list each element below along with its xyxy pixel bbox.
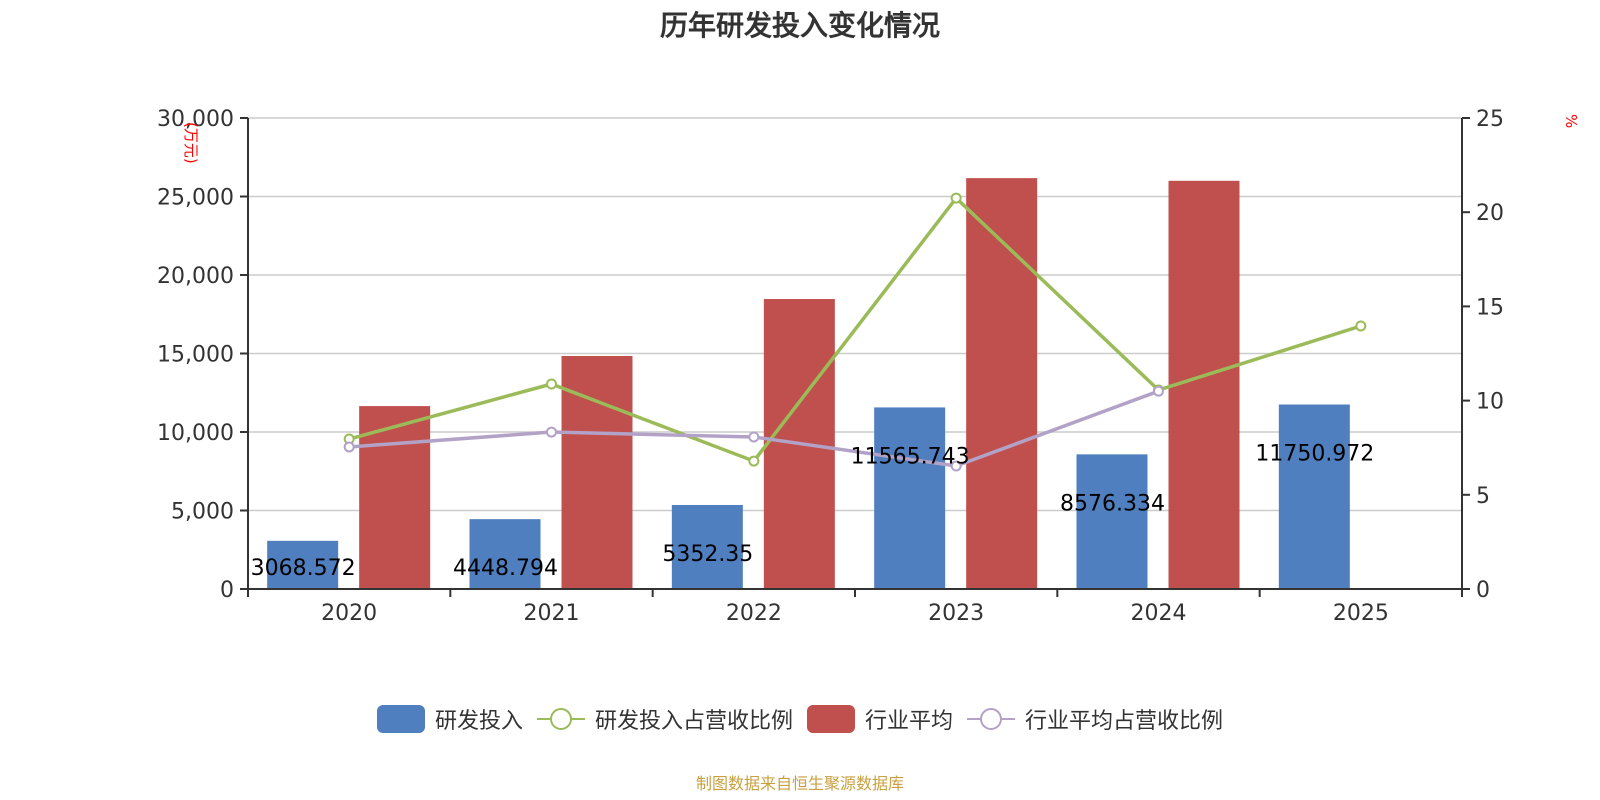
axes: 0 5,000 10,000 15,000 20,000 25,000 30,000 0 5 10… xyxy=(157,107,1504,626)
bar-value-label: 8576.334 xyxy=(1060,491,1165,516)
point-rd-ratio[interactable] xyxy=(546,378,557,390)
point-rd-ratio[interactable] xyxy=(748,455,760,467)
bar-swatch-icon xyxy=(376,705,425,733)
legend-item-rd-investment[interactable]: 研发投入 xyxy=(376,703,523,735)
bar-swatch-icon xyxy=(807,705,855,733)
left-axis-unit: (万元) xyxy=(182,122,200,164)
bar-value-label: 11750.972 xyxy=(1255,442,1374,467)
x-axis-tick-label: 2023 xyxy=(928,601,984,626)
legend-label: 行业平均占营收比例 xyxy=(1025,709,1224,734)
bar-rd-investment[interactable] xyxy=(1278,404,1350,589)
bar-industry-average[interactable] xyxy=(561,356,633,589)
point-industry-ratio[interactable] xyxy=(950,460,962,472)
data-labels: 3068.572 4448.794 5352.35 11565.743 8576.334… xyxy=(251,442,1375,581)
x-axis-tick-label: 2020 xyxy=(321,601,377,626)
x-axis-tick-label: 2025 xyxy=(1333,601,1389,626)
legend: 研发投入 研发投入占营收比例 行业平均 行业平均占营收比例 xyxy=(0,703,1600,735)
right-axis-tick-label: 20 xyxy=(1476,201,1504,226)
right-axis-unit: % xyxy=(1562,114,1580,128)
right-axis-tick-label: 15 xyxy=(1476,295,1504,320)
right-axis-tick-label: 25 xyxy=(1476,107,1504,132)
bar-value-label: 11565.743 xyxy=(851,444,970,469)
right-axis-tick-label: 10 xyxy=(1476,390,1504,415)
x-axis-tick-label: 2024 xyxy=(1131,601,1187,626)
bar-series xyxy=(267,178,1350,590)
left-axis-tick-label: 0 xyxy=(220,578,234,603)
data-source-note: 制图数据来自恒生聚源数据库 xyxy=(695,774,904,793)
left-axis-tick-label: 25,000 xyxy=(157,186,234,211)
bar-rd-investment[interactable] xyxy=(671,504,743,589)
bar-rd-investment[interactable] xyxy=(469,519,541,589)
left-axis-tick-label: 10,000 xyxy=(157,421,234,446)
point-industry-ratio[interactable] xyxy=(343,441,355,453)
legend-label: 研发投入占营收比例 xyxy=(594,709,793,734)
chart-plot-area: 0 5,000 10,000 15,000 20,000 25,000 30,000 0 5 10… xyxy=(157,107,1580,626)
legend-item-industry-ratio[interactable]: 行业平均占营收比例 xyxy=(967,703,1223,735)
left-axis-tick-label: 15,000 xyxy=(157,343,234,368)
bar-rd-investment[interactable] xyxy=(267,540,339,589)
point-industry-ratio[interactable] xyxy=(1153,385,1164,397)
legend-item-industry-average[interactable]: 行业平均 xyxy=(807,703,953,735)
bar-value-label: 4448.794 xyxy=(453,556,558,581)
right-axis-tick-label: 5 xyxy=(1476,484,1490,509)
x-axis-tick-label: 2022 xyxy=(726,601,782,626)
chart-title: 历年研发投入变化情况 xyxy=(659,9,940,42)
legend-label: 研发投入 xyxy=(434,709,523,734)
point-rd-ratio[interactable] xyxy=(950,192,962,204)
legend-label: 行业平均 xyxy=(865,709,954,734)
line-rd-ratio xyxy=(348,195,1362,464)
left-axis-tick-label: 30,000 xyxy=(157,107,234,132)
legend-item-rd-ratio[interactable]: 研发投入占营收比例 xyxy=(536,703,793,735)
bar-value-label: 3068.572 xyxy=(251,556,356,581)
line-series xyxy=(343,192,1367,472)
gridlines xyxy=(248,117,1462,512)
left-axis-tick-label: 20,000 xyxy=(157,264,234,289)
point-industry-ratio[interactable] xyxy=(546,426,557,438)
bar-value-label: 5352.35 xyxy=(662,542,753,567)
right-axis-tick-label: 0 xyxy=(1476,578,1490,603)
bar-industry-average[interactable] xyxy=(359,406,431,589)
line-circle-swatch-icon xyxy=(967,708,1016,730)
point-industry-ratio[interactable] xyxy=(748,431,760,443)
point-rd-ratio[interactable] xyxy=(1355,320,1367,332)
bar-rd-investment[interactable] xyxy=(874,407,946,589)
line-circle-swatch-icon xyxy=(536,708,585,730)
left-axis-tick-label: 5,000 xyxy=(171,500,234,525)
bar-rd-investment[interactable] xyxy=(1076,454,1148,589)
bar-industry-average[interactable] xyxy=(966,178,1038,590)
x-axis-tick-label: 2021 xyxy=(524,601,580,626)
